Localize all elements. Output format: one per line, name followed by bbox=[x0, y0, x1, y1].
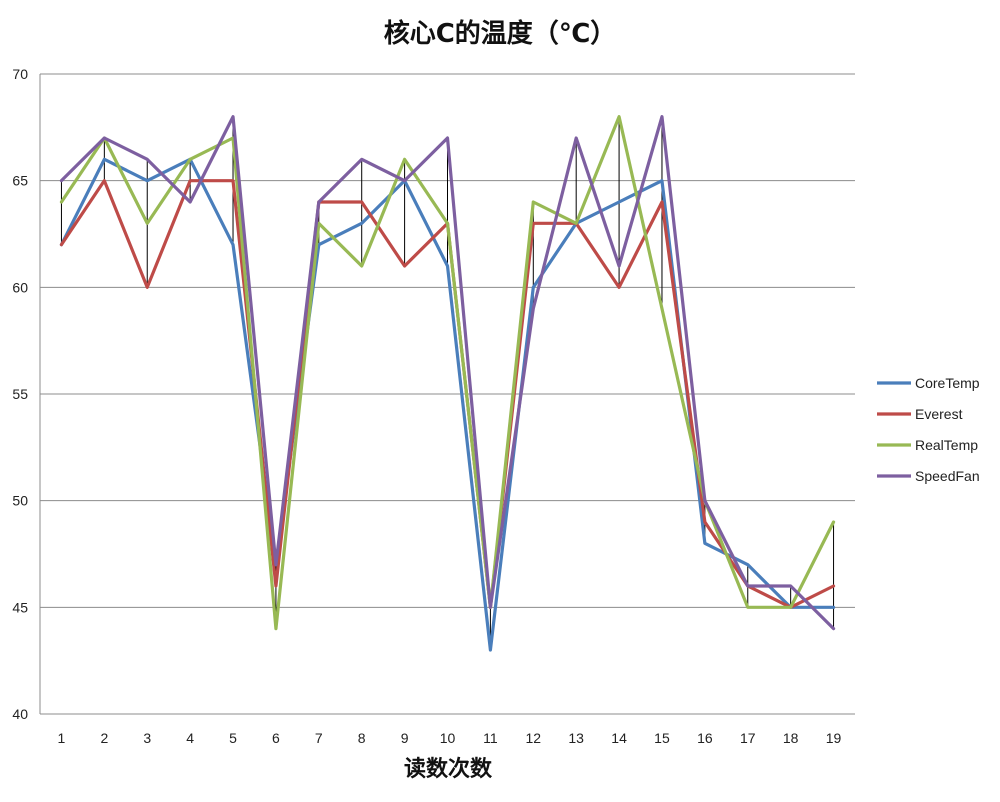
high-low-lines bbox=[60, 116, 835, 650]
x-tick-label: 1 bbox=[58, 730, 66, 746]
y-tick-label: 45 bbox=[12, 599, 28, 615]
y-tick-label: 40 bbox=[12, 706, 28, 722]
x-tick-label: 13 bbox=[568, 730, 584, 746]
series-line-speedfan bbox=[59, 115, 836, 631]
y-tick-label: 60 bbox=[12, 279, 28, 295]
chart-title: 核心C的温度（℃） bbox=[384, 18, 617, 49]
x-tick-label: 19 bbox=[826, 730, 842, 746]
x-tick-label: 12 bbox=[526, 730, 542, 746]
x-tick-label: 18 bbox=[783, 730, 799, 746]
y-tick-label: 70 bbox=[12, 66, 28, 82]
x-tick-label: 4 bbox=[186, 730, 194, 746]
x-axis-label: 读数次数 bbox=[404, 756, 493, 782]
x-tick-label: 14 bbox=[611, 730, 627, 746]
x-tick-label: 5 bbox=[229, 730, 237, 746]
y-tick-label: 50 bbox=[12, 493, 28, 509]
legend-label: CoreTemp bbox=[915, 375, 980, 391]
x-tick-label: 6 bbox=[272, 730, 280, 746]
legend-label: RealTemp bbox=[915, 437, 978, 453]
x-tick-label: 3 bbox=[143, 730, 151, 746]
legend: CoreTemp Everest RealTemp SpeedFan bbox=[877, 375, 980, 484]
x-tick-label: 16 bbox=[697, 730, 713, 746]
x-tick-label: 7 bbox=[315, 730, 323, 746]
y-tick-label: 65 bbox=[12, 173, 28, 189]
x-tick-label: 9 bbox=[401, 730, 409, 746]
y-tick-label: 55 bbox=[12, 386, 28, 402]
legend-label: Everest bbox=[915, 406, 963, 422]
x-tick-label: 10 bbox=[440, 730, 456, 746]
x-axis-ticks: 1 2 3 4 5 6 7 8 9 10 11 12 13 14 15 16 17 18 19 bbox=[58, 730, 842, 746]
series-lines bbox=[59, 115, 836, 652]
x-tick-label: 11 bbox=[483, 730, 498, 746]
y-axis-ticks: 40 45 50 55 60 65 70 bbox=[12, 66, 28, 722]
x-tick-label: 8 bbox=[358, 730, 366, 746]
legend-label: SpeedFan bbox=[915, 468, 980, 484]
x-tick-label: 2 bbox=[100, 730, 108, 746]
x-tick-label: 15 bbox=[654, 730, 670, 746]
x-tick-label: 17 bbox=[740, 730, 756, 746]
